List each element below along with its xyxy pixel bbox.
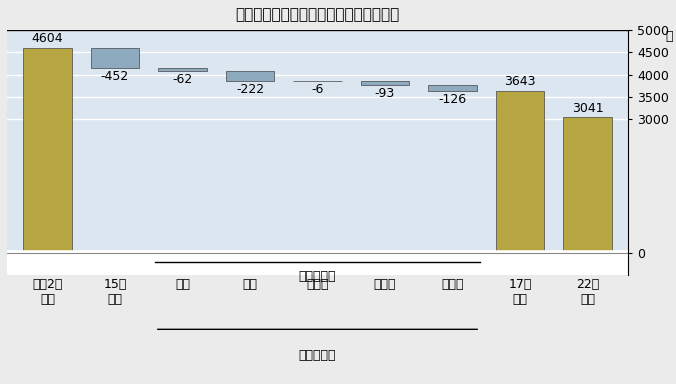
Text: 人: 人 <box>665 30 673 43</box>
Bar <box>23 48 72 253</box>
Text: 4604: 4604 <box>32 32 64 45</box>
Bar <box>91 48 139 68</box>
Bar <box>496 91 544 253</box>
Text: 3041: 3041 <box>572 102 604 115</box>
Title: 北海道奥尻町の国勢調査人口の減少要因: 北海道奥尻町の国勢調査人口の減少要因 <box>235 7 400 22</box>
Bar <box>226 71 274 81</box>
Bar <box>7 253 628 275</box>
Text: -62: -62 <box>172 73 193 86</box>
Text: -222: -222 <box>236 83 264 96</box>
Bar <box>7 30 628 253</box>
Bar <box>361 81 409 85</box>
Text: -6: -6 <box>312 83 324 96</box>
Text: -126: -126 <box>439 93 466 106</box>
Text: １５歳以上: １５歳以上 <box>299 270 336 283</box>
Text: 3643: 3643 <box>504 75 536 88</box>
Bar <box>428 85 477 91</box>
Text: -452: -452 <box>101 70 129 83</box>
Text: -93: -93 <box>375 87 395 100</box>
Text: １５歳以上: １５歳以上 <box>299 349 336 362</box>
Bar <box>158 68 207 71</box>
Bar <box>563 118 612 253</box>
